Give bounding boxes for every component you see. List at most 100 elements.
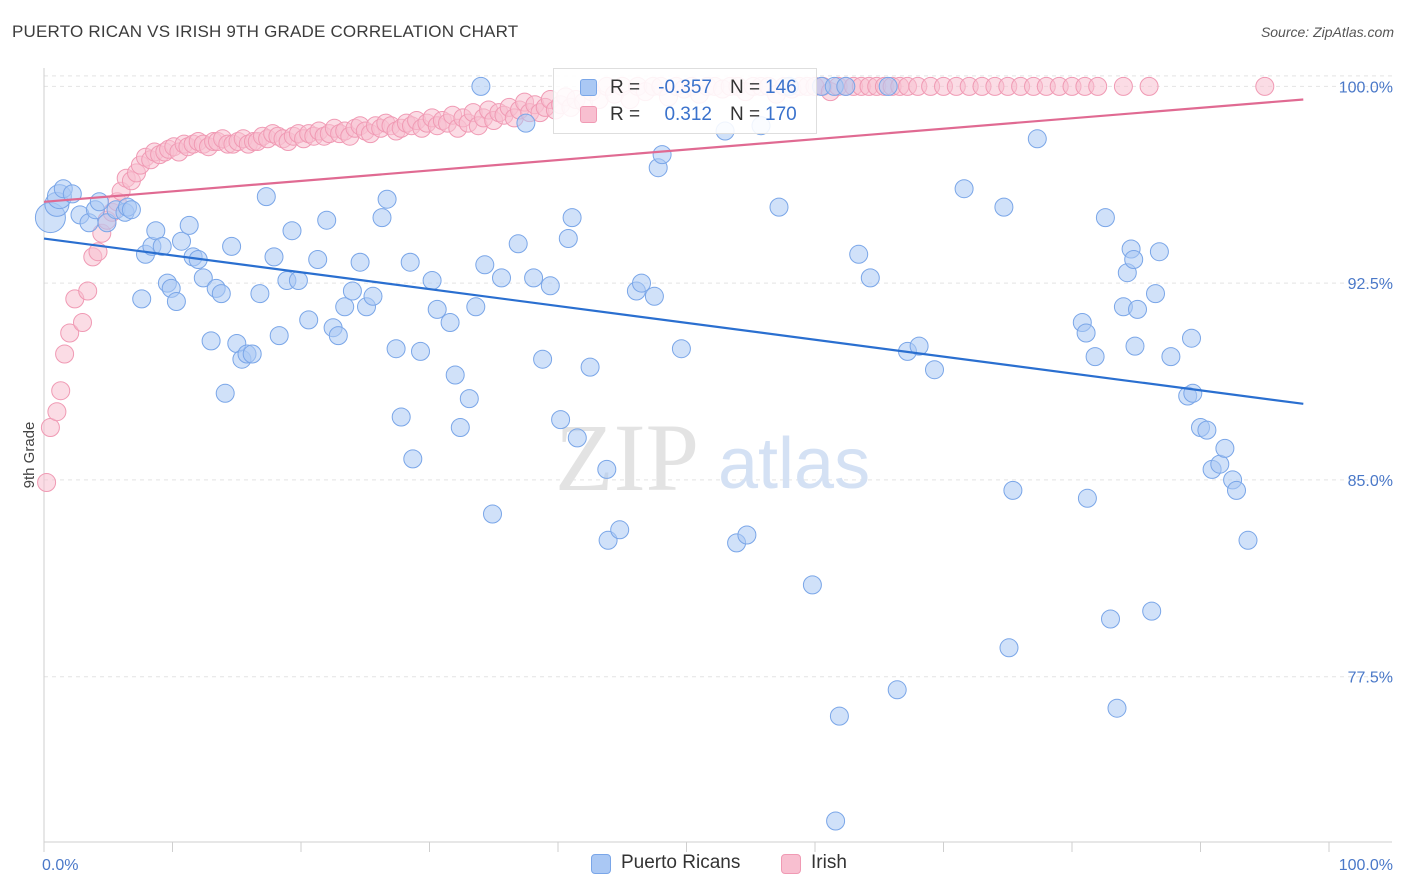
y-tick-labels: 77.5% 85.0% 92.5% 100.0% bbox=[1339, 79, 1393, 686]
point-irish bbox=[60, 323, 80, 343]
point-puerto-ricans bbox=[350, 252, 370, 272]
point-irish bbox=[1088, 76, 1108, 96]
legend-n-value: 170 bbox=[765, 104, 797, 125]
axes bbox=[43, 68, 1392, 852]
point-puerto-ricans bbox=[242, 344, 262, 364]
watermark-atlas: atlas bbox=[718, 424, 870, 504]
point-puerto-ricans bbox=[372, 208, 392, 228]
point-puerto-ricans bbox=[769, 197, 789, 217]
point-puerto-ricans bbox=[492, 268, 511, 288]
point-puerto-ricans bbox=[632, 273, 651, 293]
point-puerto-ricans bbox=[1128, 299, 1147, 319]
point-puerto-ricans bbox=[508, 234, 528, 254]
series-swatch-puerto-ricans bbox=[591, 854, 611, 874]
point-puerto-ricans bbox=[1215, 438, 1235, 458]
gridlines bbox=[44, 75, 1392, 678]
data-points bbox=[34, 76, 1275, 831]
series-label-puerto-ricans: Puerto Ricans bbox=[621, 852, 741, 873]
point-puerto-ricans bbox=[403, 449, 423, 469]
point-irish bbox=[40, 418, 60, 437]
stats-legend: R = -0.357 N = 146 R = 0.312 N = 170 bbox=[553, 68, 817, 134]
point-puerto-ricans bbox=[597, 459, 617, 479]
series-swatch-irish bbox=[781, 854, 801, 874]
y-tick-label: 77.5% bbox=[1348, 670, 1393, 687]
x-tick-label-max: 100.0% bbox=[1339, 857, 1393, 874]
chart-source: Source: ZipAtlas.com bbox=[1260, 24, 1394, 40]
point-puerto-ricans bbox=[1149, 242, 1169, 262]
point-puerto-ricans bbox=[737, 525, 757, 545]
trend-lines bbox=[43, 98, 1304, 405]
y-axis-label: 9th Grade bbox=[21, 422, 38, 489]
point-puerto-ricans bbox=[317, 210, 337, 230]
y-tick-label: 100.0% bbox=[1339, 79, 1393, 96]
series-label-irish: Irish bbox=[811, 852, 847, 873]
series-legend: Puerto Ricans Irish bbox=[0, 852, 1406, 878]
point-puerto-ricans bbox=[172, 231, 191, 251]
point-puerto-ricans bbox=[887, 680, 907, 700]
point-irish bbox=[1255, 76, 1275, 96]
point-puerto-ricans bbox=[1183, 383, 1203, 403]
point-puerto-ricans bbox=[215, 383, 235, 403]
x-tick-label-min: 0.0% bbox=[42, 857, 78, 874]
point-puerto-ricans bbox=[89, 192, 109, 212]
point-puerto-ricans bbox=[925, 360, 944, 380]
legend-n-label: N = bbox=[730, 104, 761, 125]
point-irish bbox=[55, 344, 75, 364]
point-puerto-ricans bbox=[1095, 208, 1115, 228]
point-puerto-ricans bbox=[363, 286, 383, 306]
point-puerto-ricans bbox=[269, 326, 289, 346]
point-puerto-ricans bbox=[562, 208, 582, 228]
point-puerto-ricans bbox=[1182, 328, 1201, 348]
point-puerto-ricans bbox=[335, 297, 355, 317]
point-puerto-ricans bbox=[1146, 284, 1165, 304]
trend-line-puerto-ricans bbox=[43, 237, 1304, 405]
point-puerto-ricans bbox=[422, 271, 442, 290]
point-puerto-ricans bbox=[533, 349, 553, 369]
point-irish bbox=[47, 402, 67, 422]
point-puerto-ricans bbox=[450, 418, 470, 437]
point-puerto-ricans bbox=[1003, 480, 1023, 500]
x-tick-labels: 0.0% 100.0% bbox=[42, 857, 1393, 874]
point-puerto-ricans bbox=[1107, 698, 1127, 718]
point-irish bbox=[37, 473, 57, 492]
point-irish bbox=[1113, 76, 1133, 96]
point-puerto-ricans bbox=[1210, 454, 1230, 474]
point-puerto-ricans bbox=[1227, 480, 1246, 500]
point-puerto-ricans bbox=[342, 281, 362, 301]
point-puerto-ricans bbox=[558, 229, 578, 248]
point-puerto-ricans bbox=[999, 638, 1019, 658]
point-irish bbox=[78, 281, 98, 301]
point-puerto-ricans bbox=[264, 247, 284, 267]
point-puerto-ricans bbox=[445, 365, 465, 385]
point-puerto-ricans bbox=[400, 252, 420, 272]
point-puerto-ricans bbox=[459, 389, 479, 409]
point-puerto-ricans bbox=[909, 336, 929, 356]
point-puerto-ricans bbox=[152, 236, 172, 256]
point-puerto-ricans bbox=[829, 706, 849, 726]
point-puerto-ricans bbox=[377, 189, 397, 209]
point-puerto-ricans bbox=[954, 179, 974, 199]
point-puerto-ricans bbox=[540, 276, 560, 296]
point-puerto-ricans bbox=[193, 268, 213, 288]
legend-swatch-irish bbox=[580, 106, 597, 123]
legend-row-irish: R = 0.312 N = 170 bbox=[554, 102, 816, 128]
point-puerto-ricans bbox=[1197, 420, 1217, 440]
point-puerto-ricans bbox=[671, 339, 691, 359]
point-puerto-ricans bbox=[440, 313, 460, 332]
point-puerto-ricans bbox=[411, 341, 430, 361]
legend-n-label: N = bbox=[730, 77, 761, 98]
legend-r-value: 0.312 bbox=[664, 104, 712, 125]
point-puerto-ricans bbox=[328, 326, 348, 346]
y-tick-label: 92.5% bbox=[1348, 276, 1393, 293]
point-puerto-ricans bbox=[1124, 250, 1144, 269]
point-puerto-ricans bbox=[179, 215, 199, 235]
point-puerto-ricans bbox=[466, 297, 486, 317]
legend-r-value: -0.357 bbox=[658, 77, 712, 98]
point-irish bbox=[1139, 76, 1159, 96]
point-puerto-ricans bbox=[836, 76, 856, 96]
point-puerto-ricans bbox=[427, 299, 447, 319]
point-puerto-ricans bbox=[1142, 601, 1162, 621]
point-puerto-ricans bbox=[308, 250, 328, 269]
point-puerto-ricans bbox=[132, 289, 152, 309]
